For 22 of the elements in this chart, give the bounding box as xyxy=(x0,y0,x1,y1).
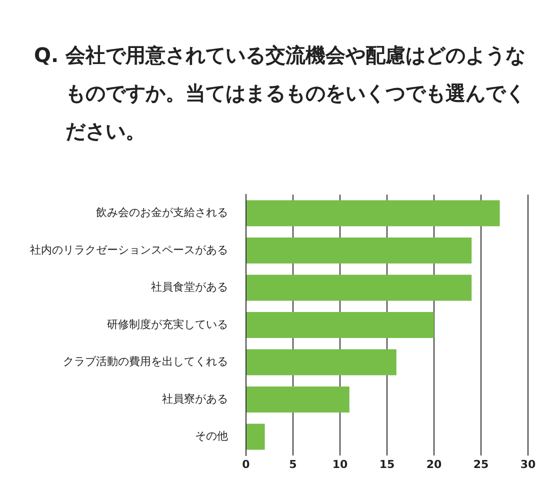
bar xyxy=(246,424,265,450)
y-tick-label: 社員寮がある xyxy=(162,392,228,406)
bar xyxy=(246,200,500,226)
y-tick-label: その他 xyxy=(195,430,228,443)
bar xyxy=(246,274,472,301)
x-tick-label: 30 xyxy=(520,458,536,471)
x-tick-label: 0 xyxy=(242,458,250,471)
x-tick-label: 25 xyxy=(473,458,489,471)
y-tick-label: 社員食堂がある xyxy=(151,280,228,294)
x-tick-label: 5 xyxy=(289,458,297,471)
bar xyxy=(246,386,350,413)
chart-title: Q. 会社で用意されている交流機会や配慮はどのようなものですか。当てはまるものをいくつでも選んでください。 xyxy=(34,42,527,145)
y-tick-label: 飲み会のお金が支給される xyxy=(96,206,228,220)
x-tick-label: 15 xyxy=(379,458,395,471)
x-tick-label: 10 xyxy=(332,458,348,471)
y-tick-label: 研修制度が充実している xyxy=(107,318,228,331)
y-tick-label: クラブ活動の費用を出してくれる xyxy=(63,355,228,368)
x-tick-label: 20 xyxy=(426,458,442,471)
bar xyxy=(246,237,472,264)
bar xyxy=(246,349,396,376)
y-tick-label: 社内のリラクゼーションスペースがある xyxy=(30,243,228,256)
bar xyxy=(246,312,434,338)
